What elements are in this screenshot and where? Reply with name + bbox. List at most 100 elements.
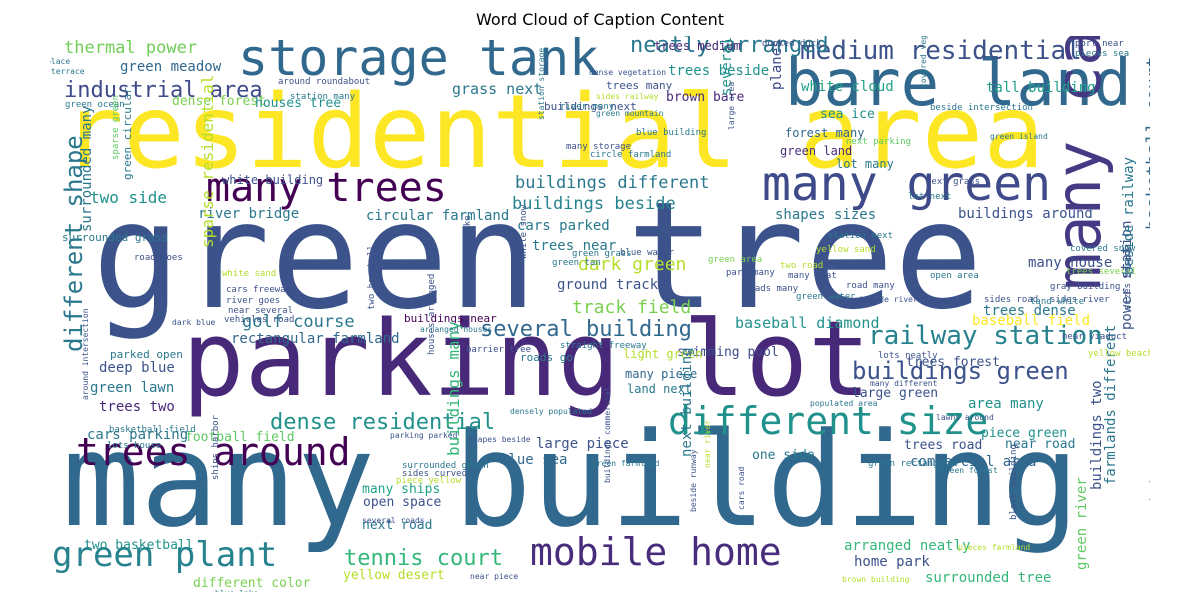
cloud-word: white sand <box>222 269 277 279</box>
cloud-word: several roads <box>362 516 425 525</box>
cloud-word: sparse residential <box>198 74 217 248</box>
cloud-word: baseball field <box>972 313 1091 329</box>
cloud-word: green tan <box>552 258 601 268</box>
cloud-word: basketball court <box>1143 56 1150 230</box>
cloud-word: green tree <box>92 170 984 342</box>
cloud-word: sides curved <box>402 469 468 479</box>
cloud-word: buildings green <box>852 357 1069 385</box>
cloud-word: circle farmland <box>590 150 672 160</box>
cloud-word: rectangular farmland <box>231 331 400 347</box>
cloud-word: swimming pool <box>677 345 779 360</box>
cloud-word: next road <box>362 518 433 533</box>
cloud-word: green area <box>708 255 763 265</box>
cloud-word: beside runway <box>689 449 698 512</box>
cloud-word: grass next <box>452 80 543 98</box>
cloud-word: buildings beside <box>512 194 676 214</box>
cloud-word: white building <box>222 173 324 187</box>
cloud-word: near river <box>703 419 712 468</box>
cloud-word: ships harbor <box>211 414 221 480</box>
cloud-word: golf course <box>242 312 355 332</box>
cloud-word: houses tree <box>255 96 342 111</box>
cloud-word: trees beside <box>668 63 770 79</box>
cloud-word: near viaduct <box>1062 332 1128 342</box>
cloud-word: trees two <box>99 399 175 415</box>
cloud-word: green rectangular <box>868 459 961 469</box>
cloud-word: yellow desert <box>343 568 445 583</box>
cloud-word: several building <box>480 317 692 342</box>
cloud-word: road goes <box>134 253 183 263</box>
cloud-word: sizes beside <box>1123 244 1133 310</box>
cloud-word: station many <box>290 92 356 102</box>
cloud-word: basketball field <box>109 425 196 435</box>
cloud-word: different size <box>668 399 989 443</box>
cloud-word: area many <box>968 396 1044 412</box>
cloud-word: next building <box>679 347 695 457</box>
cloud-word: many building <box>62 404 1080 556</box>
cloud-word: open space <box>363 495 442 510</box>
cloud-word: open area <box>930 271 979 281</box>
cloud-word: houses arranged <box>427 273 437 355</box>
cloud-word: many house <box>1028 255 1113 271</box>
cloud-word: football field <box>185 430 295 445</box>
cloud-word: surrounded many <box>79 105 95 232</box>
cloud-word: thermal power <box>64 38 198 58</box>
cloud-word: river bridge <box>198 206 300 222</box>
cloud-word: brown bare <box>666 90 745 105</box>
cloud-word: near piece <box>470 572 519 581</box>
cloud-word: surrounded tree <box>925 570 1052 586</box>
cloud-word: green island <box>990 132 1048 141</box>
cloud-word: green plant <box>52 535 278 575</box>
chart-title: Word Cloud of Caption Content <box>475 10 724 29</box>
cloud-word: home park <box>854 554 930 570</box>
cloud-word: river many <box>560 102 615 112</box>
cloud-word: medium residential <box>800 36 1082 66</box>
cloud-word: tall building <box>986 80 1096 96</box>
cloud-word: baseball diamond <box>735 314 880 332</box>
cloud-word: dark green <box>578 254 687 275</box>
word-cloud: green tree residential area many building p… <box>50 36 1150 592</box>
cloud-word: many piece <box>625 367 698 381</box>
cloud-word: two road <box>780 261 824 271</box>
cloud-word: buildings near <box>404 312 497 325</box>
cloud-word: sparse green <box>111 94 121 160</box>
cloud-word: mobile home <box>530 530 782 574</box>
cloud-word: land white <box>1030 297 1085 307</box>
cloud-word: trees road <box>904 438 983 453</box>
cloud-word: docked dock <box>762 39 822 49</box>
cloud-word: populated area <box>810 399 878 408</box>
cloud-word: road many <box>846 281 895 291</box>
cloud-word: around roundabout <box>278 77 371 87</box>
cloud-word: green grass <box>572 249 632 259</box>
cloud-word: commercial area <box>910 454 1037 470</box>
cloud-word: buildings commercial <box>603 386 612 483</box>
cloud-word: residential area <box>62 73 1045 192</box>
cloud-word: roads many <box>744 284 799 294</box>
cloud-word: large area <box>727 81 736 130</box>
cloud-word: ground track <box>557 277 659 293</box>
cloud-word: many storage <box>566 142 632 152</box>
cloud-word: two basketball <box>84 538 194 553</box>
cloud-word: lots house <box>107 441 162 451</box>
cloud-word: white snow <box>519 204 529 259</box>
cloud-word: many trees <box>206 165 447 211</box>
cloud-word: beside intersection <box>930 103 1033 113</box>
cloud-word: roads go <box>520 351 573 364</box>
cloud-word: straight freeway <box>560 341 647 351</box>
cloud-word: lots neatly <box>878 351 938 361</box>
cloud-word: trees medium <box>654 39 741 53</box>
cloud-word: arranged neatly <box>844 538 971 554</box>
cloud-word: many boat <box>788 271 837 281</box>
cloud-word: sea ice <box>820 107 875 122</box>
cloud-word: around intersection <box>81 308 90 400</box>
cloud-word: trees around <box>76 430 351 474</box>
cloud-word: yellow sand <box>816 245 876 255</box>
cloud-word: two baseball <box>367 244 377 310</box>
cloud-word: next grass <box>926 177 981 187</box>
cloud-word: industrial area <box>64 78 263 103</box>
cloud-word: parking lot <box>182 298 871 420</box>
cloud-word: forest many <box>785 126 865 140</box>
cloud-word: green water <box>796 292 856 302</box>
cloud-word: covered snow <box>1070 244 1136 254</box>
cloud-word: blue building <box>636 128 707 138</box>
cloud-word: green farmland <box>592 459 660 468</box>
